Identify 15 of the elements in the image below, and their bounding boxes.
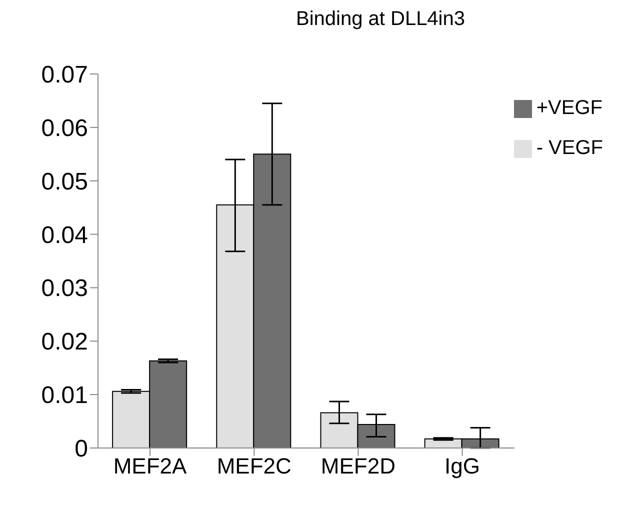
y-tick-label: 0.03 — [41, 275, 88, 302]
y-tick-label: 0.06 — [41, 114, 88, 142]
y-tick-label: 0 — [74, 436, 88, 463]
x-tick-label: IgG — [444, 454, 480, 479]
y-tick-label: 0.05 — [41, 168, 88, 196]
legend-label: +VEGF — [536, 97, 602, 119]
legend-label: - VEGF — [536, 137, 603, 159]
y-tick-label: 0.01 — [41, 382, 88, 410]
chart-title: Binding at DLL4in3 — [294, 8, 466, 32]
x-tick-label: MEF2D — [320, 454, 396, 479]
x-tick-label: MEF2C — [216, 454, 292, 479]
y-tick-label: 0.07 — [41, 62, 88, 89]
y-tick-label: 0.04 — [41, 222, 88, 249]
x-tick-label: MEF2A — [113, 454, 188, 479]
y-tick-label: 0.02 — [41, 328, 88, 356]
